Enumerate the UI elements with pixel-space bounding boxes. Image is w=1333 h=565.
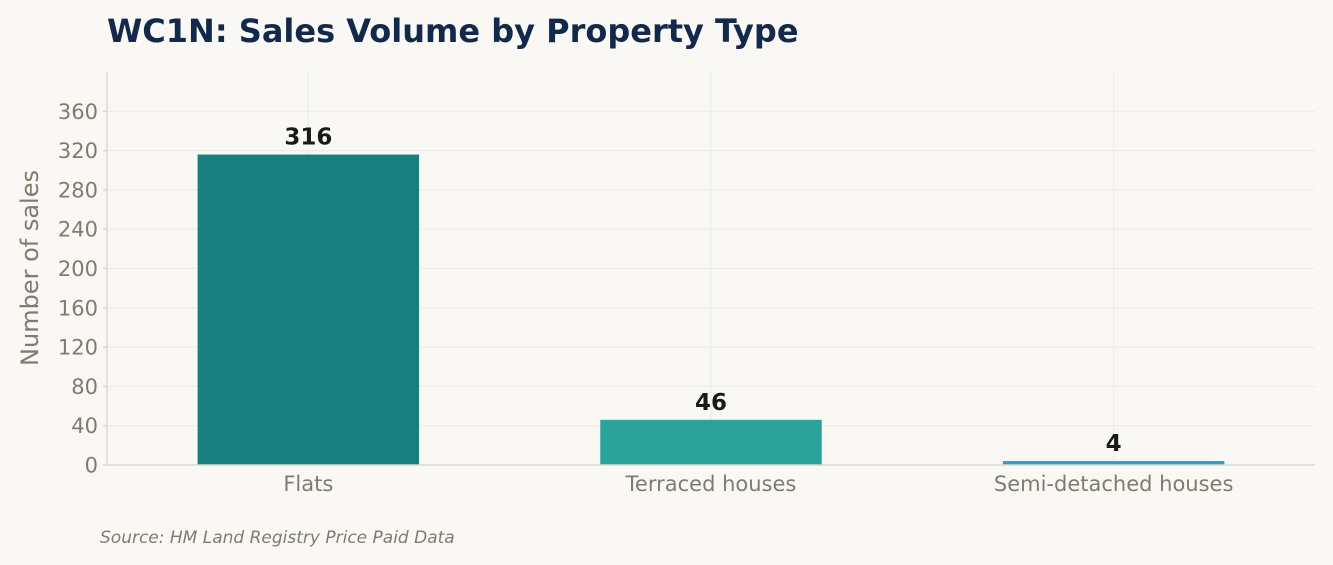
y-tick-label: 200 bbox=[58, 257, 98, 281]
bar-value-label: 316 bbox=[284, 125, 332, 151]
x-tick-label: Terraced houses bbox=[625, 472, 797, 496]
bar-value-label: 4 bbox=[1106, 431, 1122, 457]
source-note: Source: HM Land Registry Price Paid Data bbox=[100, 528, 455, 548]
value-labels: 316 46 4 bbox=[284, 125, 1121, 458]
y-tick-label: 40 bbox=[71, 414, 98, 438]
y-axis-label: Number of sales bbox=[16, 170, 44, 366]
y-axis-ticks: 0 40 80 120 160 200 240 280 320 360 bbox=[58, 100, 98, 478]
bar-semi-detached-houses bbox=[1002, 461, 1225, 465]
y-tick-label: 120 bbox=[58, 336, 98, 360]
axes bbox=[103, 72, 1315, 466]
y-tick-label: 320 bbox=[58, 139, 98, 163]
x-tick-label: Semi-detached houses bbox=[994, 472, 1234, 496]
chart-title: WC1N: Sales Volume by Property Type bbox=[107, 12, 799, 50]
y-tick-label: 160 bbox=[58, 296, 98, 320]
bar-value-label: 46 bbox=[695, 390, 727, 416]
x-tick-label: Flats bbox=[283, 472, 333, 496]
bars bbox=[197, 154, 1225, 465]
x-axis-ticks: Flats Terraced houses Semi-detached houses bbox=[283, 472, 1233, 496]
y-tick-label: 360 bbox=[58, 100, 98, 124]
bar-flats bbox=[197, 154, 420, 465]
y-tick-label: 280 bbox=[58, 178, 98, 202]
y-tick-label: 0 bbox=[85, 454, 98, 478]
y-tick-label: 80 bbox=[71, 375, 98, 399]
y-tick-label: 240 bbox=[58, 218, 98, 242]
bar-terraced-houses bbox=[600, 419, 822, 465]
